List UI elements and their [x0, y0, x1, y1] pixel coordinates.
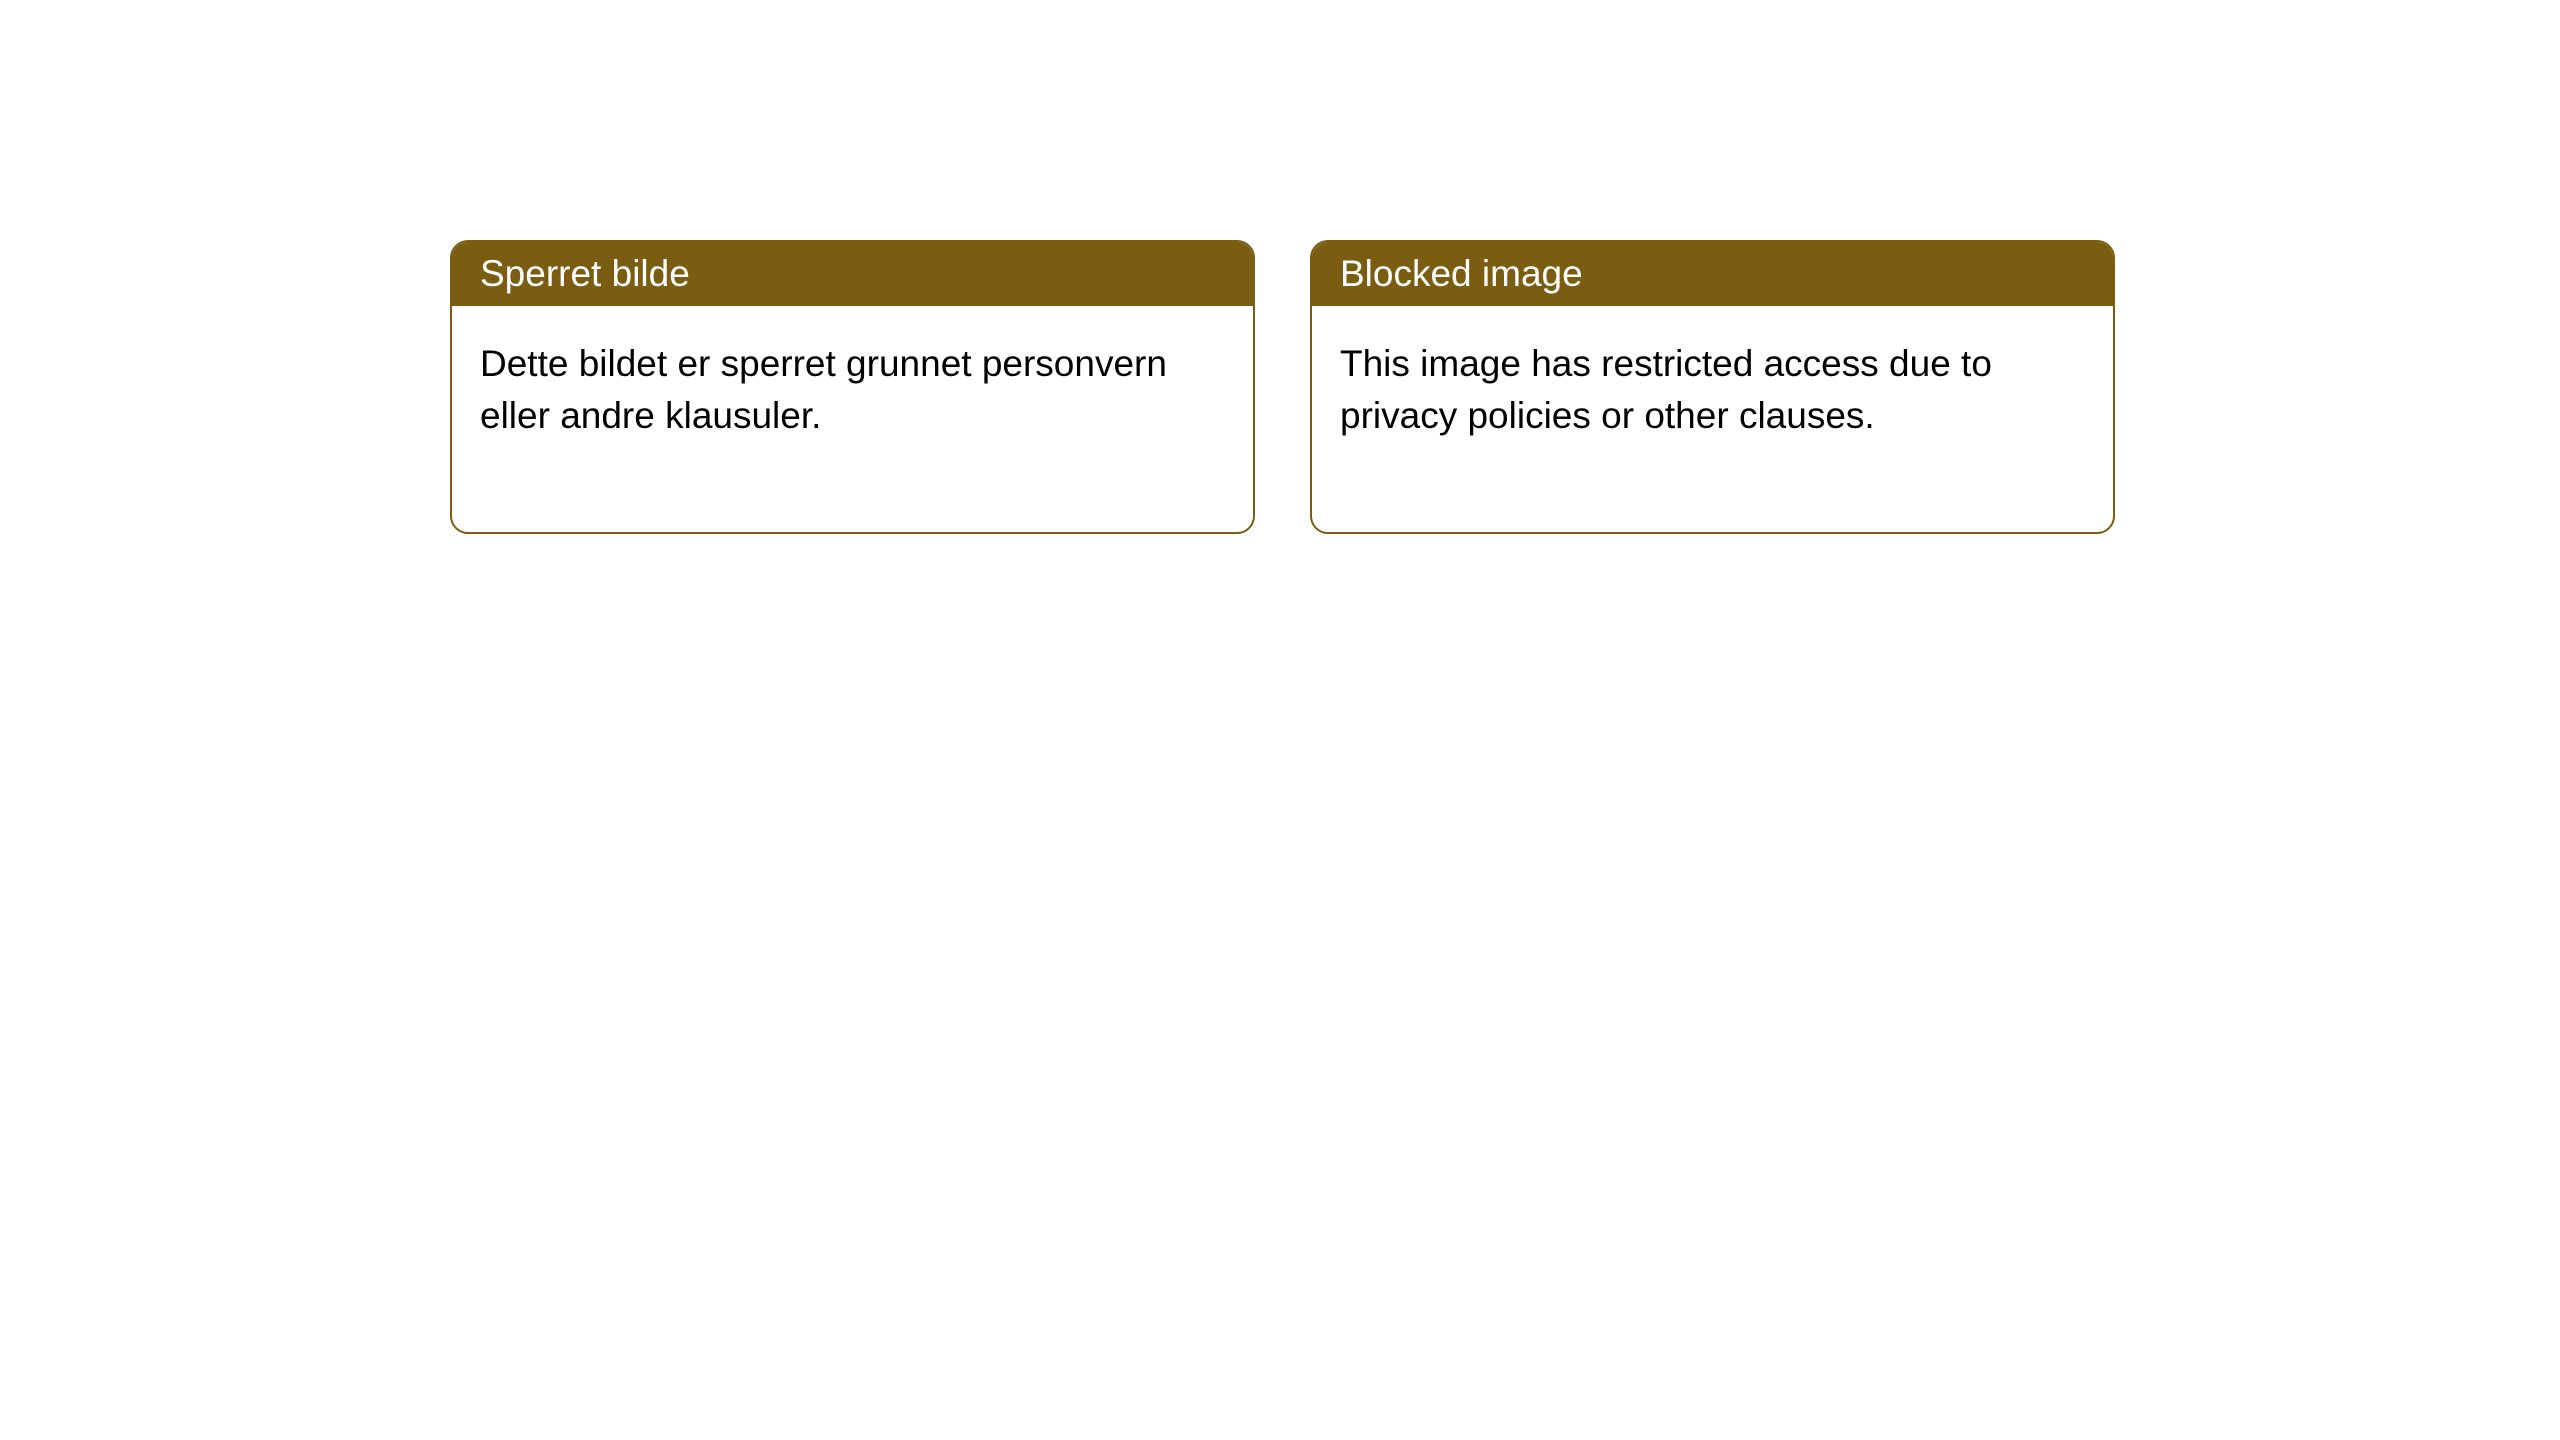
notice-body-en: This image has restricted access due to … — [1312, 306, 2113, 532]
notice-body-no: Dette bildet er sperret grunnet personve… — [452, 306, 1253, 532]
notice-title-en: Blocked image — [1312, 242, 2113, 306]
notice-card-en: Blocked image This image has restricted … — [1310, 240, 2115, 534]
notice-card-no: Sperret bilde Dette bildet er sperret gr… — [450, 240, 1255, 534]
notice-container: Sperret bilde Dette bildet er sperret gr… — [0, 0, 2560, 534]
notice-title-no: Sperret bilde — [452, 242, 1253, 306]
